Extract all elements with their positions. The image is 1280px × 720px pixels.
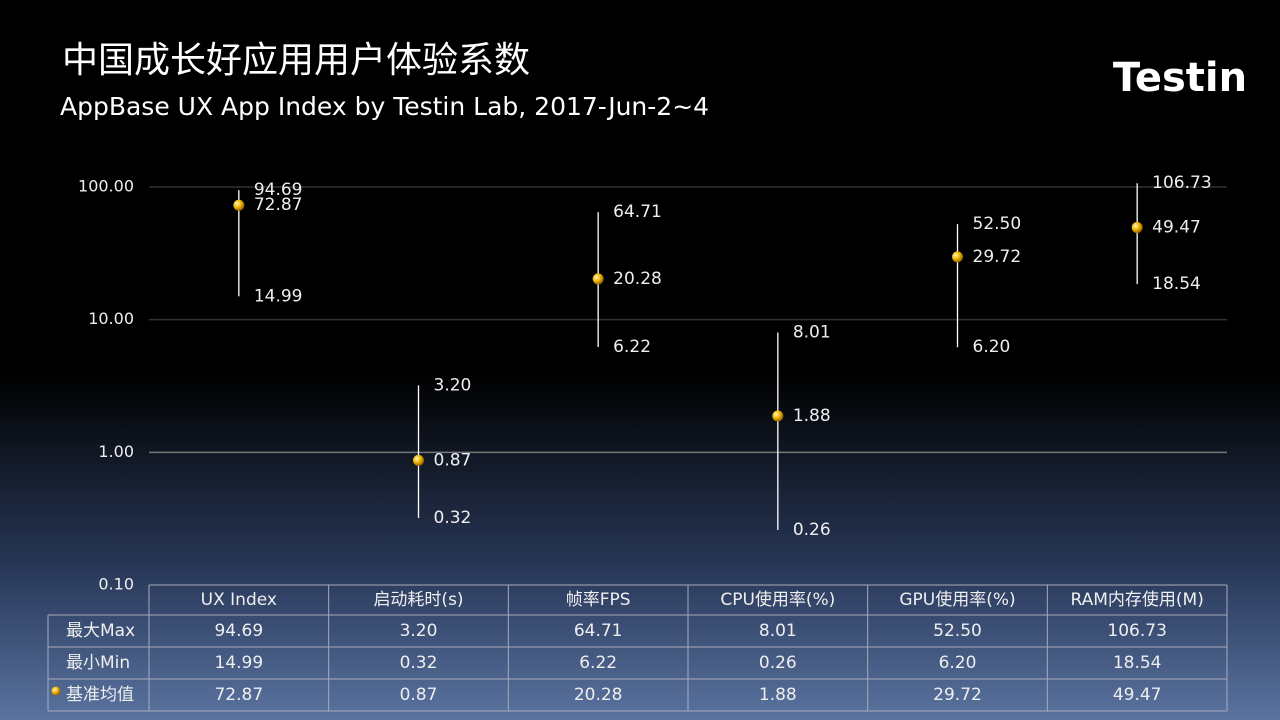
value-label: 64.71 xyxy=(613,202,662,222)
column-header: CPU使用率(%) xyxy=(720,589,835,610)
value-label: 0.26 xyxy=(793,520,831,540)
mean-dot xyxy=(413,454,424,466)
chart-title: 中国成长好应用用户体验系数 xyxy=(62,40,530,81)
y-tick-label: 1.00 xyxy=(98,442,134,461)
logo: Testin xyxy=(1113,55,1247,101)
row-header: 基准均值 xyxy=(66,685,134,705)
column-header: UX Index xyxy=(201,590,277,610)
table-cell: 1.88 xyxy=(759,685,797,705)
table-cell: 0.87 xyxy=(400,685,438,705)
mean-dot xyxy=(233,199,245,211)
mean-dot xyxy=(1131,222,1143,234)
table-cell: 3.20 xyxy=(400,621,438,641)
value-label: 6.20 xyxy=(973,337,1011,357)
column-header: 帧率FPS xyxy=(566,590,631,610)
value-label: 6.22 xyxy=(613,337,651,357)
value-label: 18.54 xyxy=(1152,274,1201,294)
value-label: 20.28 xyxy=(613,269,662,289)
value-label: 52.50 xyxy=(973,214,1022,234)
mean-dot xyxy=(592,273,604,285)
table-cell: 72.87 xyxy=(214,685,263,705)
y-tick-label: 10.00 xyxy=(88,309,134,328)
table-cell: 106.73 xyxy=(1107,621,1166,641)
value-label: 3.20 xyxy=(434,375,472,395)
table-cell: 29.72 xyxy=(933,685,982,705)
value-label: 29.72 xyxy=(973,247,1022,267)
column-header: RAM内存使用(M) xyxy=(1070,589,1203,610)
table-cell: 94.69 xyxy=(214,621,263,641)
table-cell: 49.47 xyxy=(1113,685,1162,705)
table-cell: 52.50 xyxy=(933,621,982,641)
table-cell: 18.54 xyxy=(1113,653,1162,673)
table-cell: 6.20 xyxy=(939,653,977,673)
table-cell: 20.28 xyxy=(574,685,623,705)
value-label: 94.69 xyxy=(254,180,303,200)
row-header: 最大Max xyxy=(66,621,135,641)
value-label: 0.32 xyxy=(434,508,472,528)
table-cell: 14.99 xyxy=(214,653,263,673)
row-header: 最小Min xyxy=(66,653,130,673)
value-label: 72.87 xyxy=(254,195,303,215)
chart-subtitle: AppBase UX App Index by Testin Lab, 2017… xyxy=(60,92,709,121)
value-label: 0.87 xyxy=(434,450,472,470)
column-header: 启动耗时(s) xyxy=(373,590,463,610)
value-label: 8.01 xyxy=(793,322,831,342)
value-label: 14.99 xyxy=(254,286,303,306)
table-cell: 0.32 xyxy=(400,653,438,673)
value-label: 106.73 xyxy=(1152,173,1211,193)
mean-dot xyxy=(772,410,784,422)
y-tick-label: 100.00 xyxy=(78,177,134,196)
table-cell: 6.22 xyxy=(579,653,617,673)
value-label: 1.88 xyxy=(793,406,831,426)
table-cell: 8.01 xyxy=(759,621,797,641)
legend-dot xyxy=(51,686,61,696)
value-label: 49.47 xyxy=(1152,218,1201,238)
mean-dot xyxy=(952,251,963,263)
y-tick-label: 0.10 xyxy=(98,575,134,594)
table-cell: 64.71 xyxy=(574,621,623,641)
table-cell: 0.26 xyxy=(759,653,797,673)
column-header: GPU使用率(%) xyxy=(899,589,1015,610)
